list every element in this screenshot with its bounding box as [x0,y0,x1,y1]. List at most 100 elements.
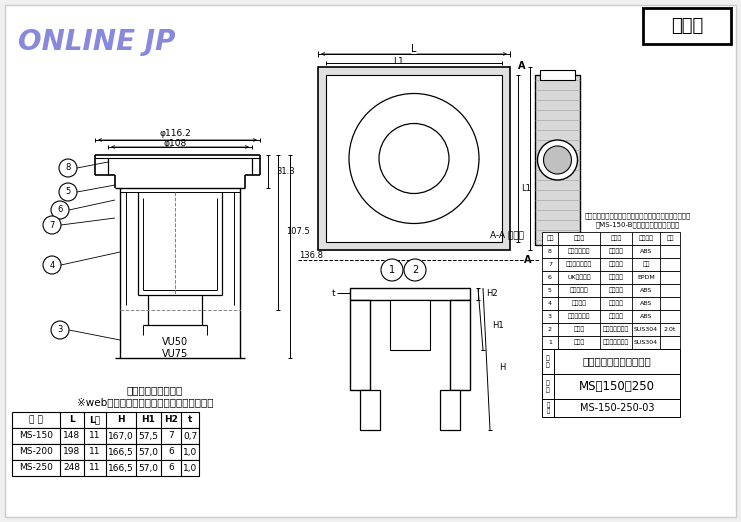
Bar [554,399,680,417]
Bar [542,297,680,310]
Bar [12,428,199,444]
Text: 167,0: 167,0 [108,432,134,441]
Text: H: H [117,416,124,424]
Text: 圖
番: 圖 番 [546,402,550,414]
Circle shape [381,259,403,281]
Text: 57,5: 57,5 [139,432,159,441]
Text: L１: L１ [90,416,101,424]
Bar [542,284,680,297]
Text: 本　体: 本 体 [574,340,585,345]
Text: H2: H2 [486,290,498,299]
Text: 合成樹脂: 合成樹脂 [608,248,623,254]
Text: 備考: 備考 [666,236,674,241]
Text: 8: 8 [548,249,552,254]
Text: 3: 3 [548,314,552,319]
Text: H2: H2 [164,416,178,424]
Bar [542,232,680,245]
Text: A: A [524,255,532,265]
Text: 2.0t: 2.0t [664,327,677,332]
Text: 166,5: 166,5 [108,464,134,472]
Text: 11: 11 [89,464,101,472]
Text: φ108: φ108 [163,138,187,148]
Text: MS-150: MS-150 [19,432,53,441]
Text: MS-200: MS-200 [19,447,53,457]
Text: 7: 7 [168,432,174,441]
Text: 57,0: 57,0 [139,464,159,472]
Text: 166,5: 166,5 [108,447,134,457]
Text: H: H [499,363,505,373]
Text: 浅型トラップ詳細図: 浅型トラップ詳細図 [127,385,183,395]
Text: スペリパッキン: スペリパッキン [566,262,592,267]
Text: トラップ本体: トラップ本体 [568,314,591,319]
Text: MS-150-250-03: MS-150-250-03 [579,403,654,413]
Text: 合成樹脂: 合成樹脂 [608,288,623,293]
Bar [390,300,430,350]
Text: 7: 7 [548,262,552,267]
Text: EPDM: EPDM [637,275,655,280]
Text: ステンレス鉱板: ステンレス鉱板 [603,327,629,333]
Text: MS-150-Bのフタはコの字型です。: MS-150-Bのフタはコの字型です。 [596,222,680,228]
Bar [542,310,680,323]
Text: SUS304: SUS304 [634,327,658,332]
Text: 合成樹脂: 合成樹脂 [608,301,623,306]
Bar [554,374,680,399]
Text: 4: 4 [548,301,552,306]
Text: ABS: ABS [640,314,652,319]
Bar [440,390,460,430]
Circle shape [51,321,69,339]
Bar [12,444,199,460]
Text: 107.5: 107.5 [286,228,310,236]
Circle shape [404,259,426,281]
Text: 148: 148 [64,432,81,441]
Text: L: L [69,416,75,424]
Text: φ116.2: φ116.2 [159,129,191,138]
Text: SUS304: SUS304 [634,340,658,345]
Text: 31.3: 31.3 [276,167,295,175]
Bar [326,75,502,242]
Text: ABS: ABS [640,301,652,306]
Text: トラップ付排水ユニット: トラップ付排水ユニット [582,357,651,366]
Bar [450,300,470,390]
Text: 番号: 番号 [546,236,554,241]
Text: MS－150～250: MS－150～250 [579,380,655,393]
Bar [318,67,510,250]
Bar [542,374,554,399]
Circle shape [43,216,61,234]
Text: 0,7: 0,7 [183,432,197,441]
Text: 合成ゴム: 合成ゴム [608,275,623,280]
Circle shape [51,201,69,219]
Text: ロックネジ: ロックネジ [570,288,588,293]
Text: 材質名: 材質名 [611,236,622,241]
Text: 参考図: 参考図 [671,17,703,35]
Text: ステンレス鉱板: ステンレス鉱板 [603,340,629,345]
Circle shape [59,183,77,201]
Text: 合成樹脂: 合成樹脂 [608,314,623,319]
Text: 7: 7 [50,220,55,230]
Text: 4: 4 [50,260,55,269]
Text: フ　タ: フ タ [574,327,585,333]
Text: ABS: ABS [640,249,652,254]
Text: VU50: VU50 [162,337,188,347]
Bar [542,336,680,349]
Text: 2: 2 [412,265,418,275]
Text: 6: 6 [548,275,552,280]
Text: 198: 198 [64,447,81,457]
Bar [540,70,575,80]
Bar [12,412,199,428]
Text: t: t [187,416,192,424]
Bar [542,399,554,417]
Text: 1: 1 [548,340,552,345]
Text: A: A [518,61,526,71]
Text: 11: 11 [89,432,101,441]
Bar [535,75,580,245]
Text: H1: H1 [492,322,504,330]
Text: ※web図面の為、等縮尺ではございません。: ※web図面の為、等縮尺ではございません。 [77,397,213,407]
Text: 8: 8 [65,163,70,172]
Text: ONLINE JP: ONLINE JP [18,28,176,56]
Text: 2: 2 [548,327,552,332]
Text: VU75: VU75 [162,349,188,359]
Text: 5: 5 [65,187,70,196]
Text: 品
名: 品 名 [546,355,550,367]
Text: L: L [537,154,542,163]
Bar [542,258,680,271]
